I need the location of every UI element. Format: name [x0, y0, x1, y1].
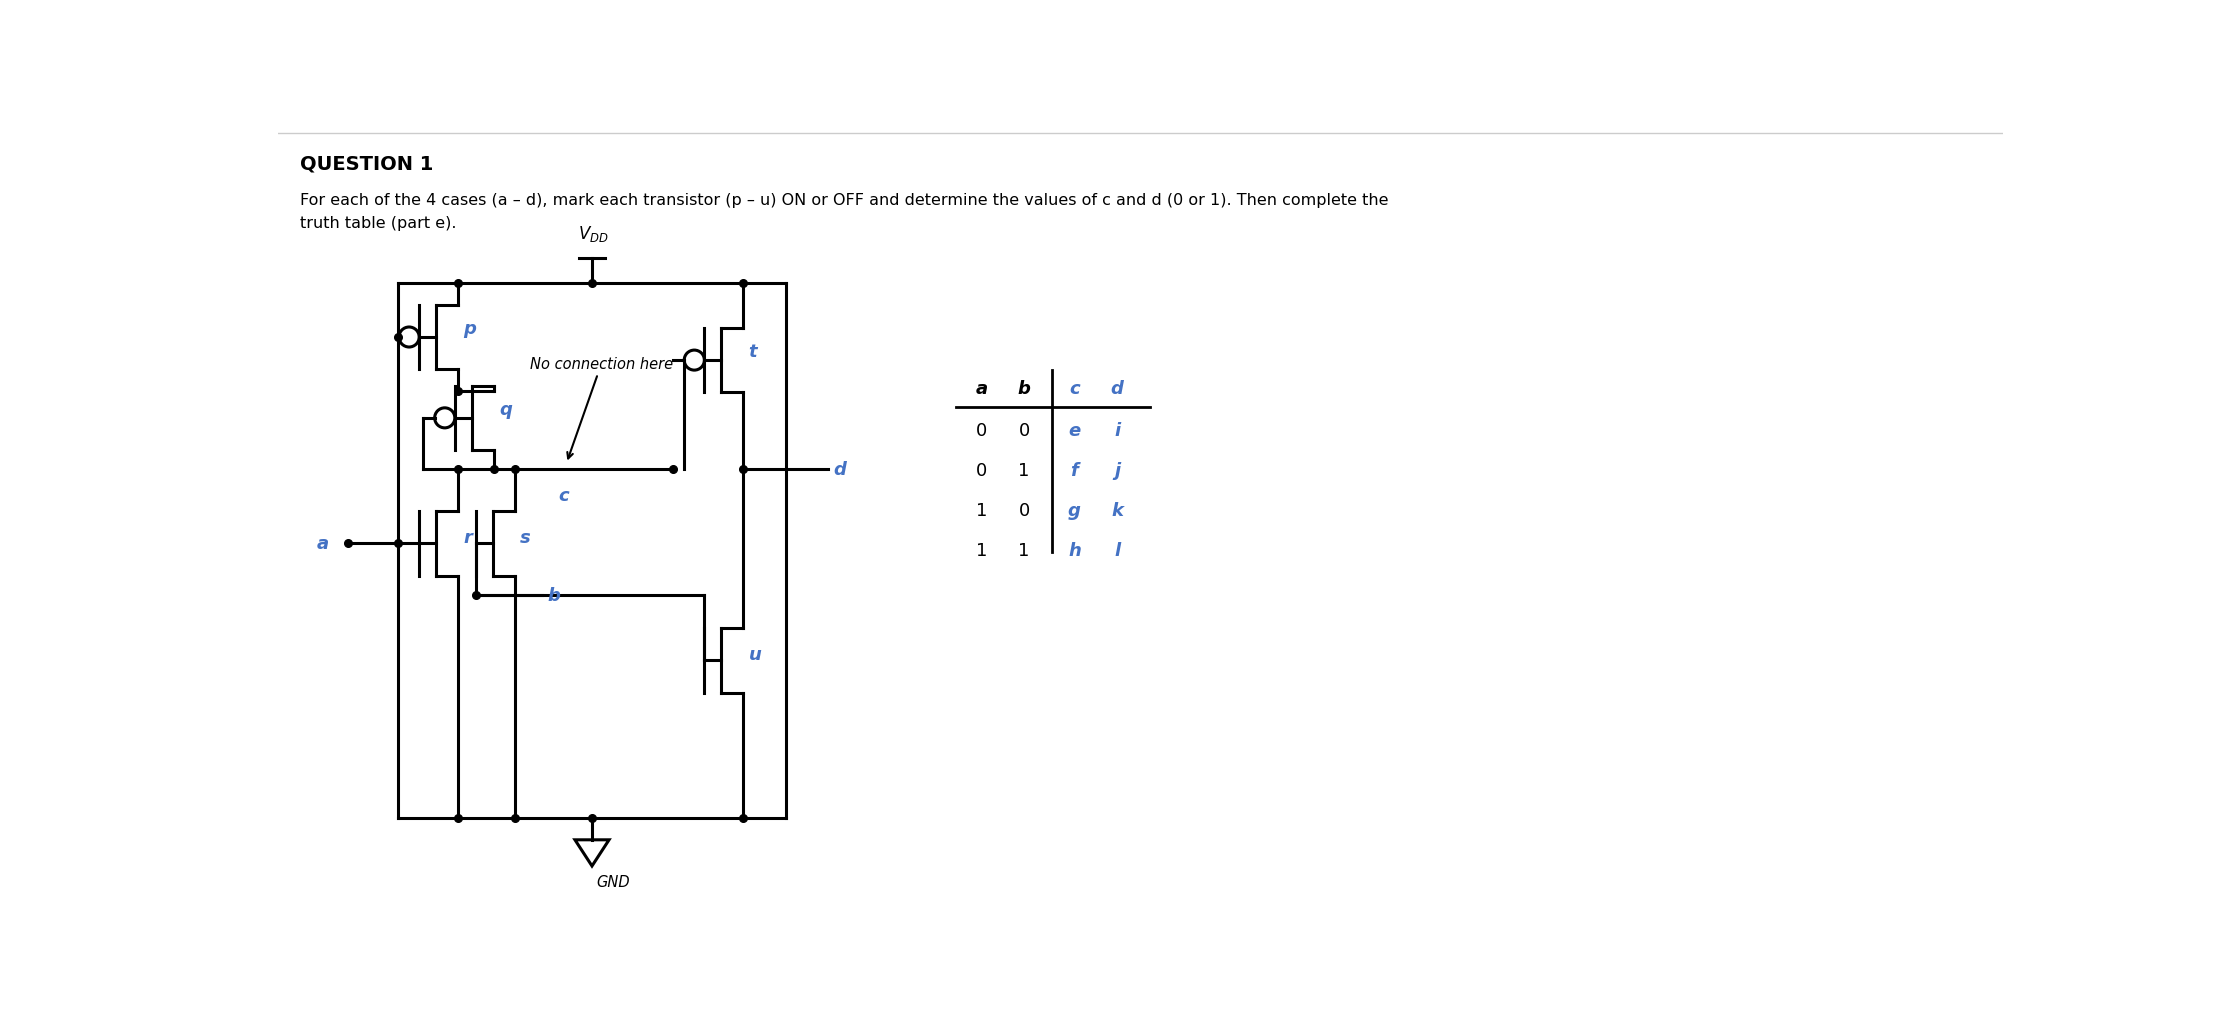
Text: c: c — [558, 487, 570, 504]
Text: c: c — [1070, 380, 1079, 398]
Text: a: a — [975, 380, 988, 398]
Text: 0: 0 — [1019, 501, 1030, 520]
Text: 1: 1 — [977, 501, 988, 520]
Text: f: f — [1070, 462, 1079, 480]
Text: d: d — [1110, 380, 1124, 398]
Text: For each of the 4 cases (a – d), mark each transistor (p – u) ON or OFF and dete: For each of the 4 cases (a – d), mark ea… — [300, 193, 1388, 231]
Text: s: s — [521, 529, 532, 546]
Text: 1: 1 — [1019, 541, 1030, 559]
Text: 0: 0 — [1019, 422, 1030, 439]
Text: a: a — [316, 535, 329, 553]
Text: g: g — [1068, 501, 1081, 520]
Text: $V_{DD}$: $V_{DD}$ — [578, 224, 610, 244]
Text: t: t — [748, 342, 756, 361]
Text: 1: 1 — [977, 541, 988, 559]
Text: l: l — [1115, 541, 1119, 559]
Text: q: q — [498, 400, 512, 418]
Text: 0: 0 — [977, 422, 988, 439]
Text: p: p — [463, 319, 476, 337]
Text: h: h — [1068, 541, 1081, 559]
Text: 0: 0 — [977, 462, 988, 480]
Text: e: e — [1068, 422, 1081, 439]
Text: No connection here: No connection here — [530, 357, 674, 459]
Text: j: j — [1115, 462, 1119, 480]
Text: d: d — [834, 461, 848, 479]
Text: QUESTION 1: QUESTION 1 — [300, 155, 434, 173]
Text: u: u — [748, 646, 761, 663]
Text: i: i — [1115, 422, 1119, 439]
Text: b: b — [547, 586, 561, 604]
Text: r: r — [463, 529, 472, 546]
Text: 1: 1 — [1019, 462, 1030, 480]
Text: b: b — [1017, 380, 1030, 398]
Text: GND: GND — [596, 874, 630, 889]
Text: k: k — [1110, 501, 1124, 520]
